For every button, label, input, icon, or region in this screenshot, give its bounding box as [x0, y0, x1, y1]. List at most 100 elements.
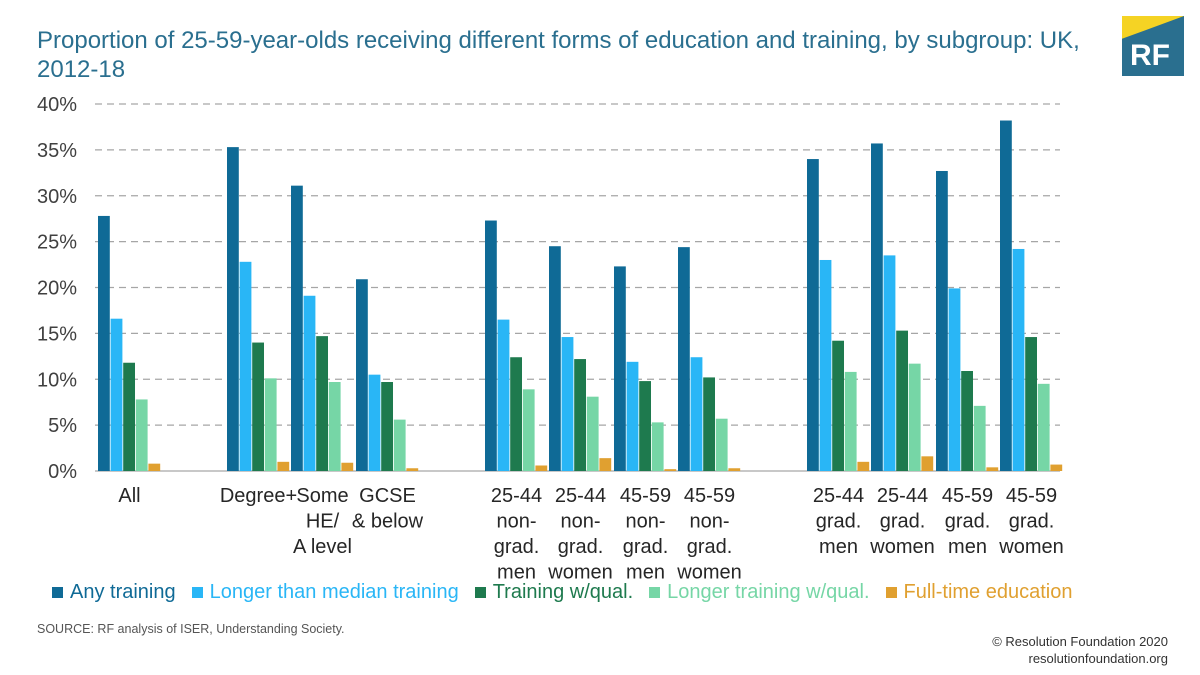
bar [639, 381, 651, 471]
bar [703, 377, 715, 471]
chart-title: Proportion of 25-59-year-olds receiving … [37, 27, 1080, 83]
bar [535, 465, 548, 471]
bar [844, 371, 857, 471]
bar [832, 340, 844, 471]
bar [626, 361, 639, 471]
bar [561, 337, 574, 471]
bar [368, 374, 381, 471]
legend-swatch [52, 587, 63, 598]
copyright-block: © Resolution Foundation 2020 resolutionf… [992, 633, 1168, 667]
x-tick-label: 25-44 grad. men [813, 485, 864, 558]
bar [961, 370, 973, 471]
bar [871, 143, 883, 471]
bar [574, 359, 586, 471]
bar [406, 468, 419, 471]
bar [599, 458, 612, 471]
x-tick-label: All [118, 485, 140, 507]
logo-text: RF [1130, 39, 1170, 72]
x-tick-label: GCSE & below [352, 485, 424, 533]
bar [819, 259, 832, 471]
source-note: SOURCE: RF analysis of ISER, Understandi… [37, 622, 345, 636]
bar [252, 342, 264, 471]
x-tick-label: 45-59 non-grad. men [620, 485, 671, 584]
bar [110, 318, 123, 471]
x-tick-label: 25-44 non-grad. men [491, 485, 542, 584]
x-tick-label: 45-59 grad. women [998, 485, 1063, 558]
y-tick-label: 15% [37, 323, 77, 345]
legend-item: Longer training w/qual. [649, 581, 870, 604]
bar [807, 159, 819, 472]
legend-label: Full-time education [903, 581, 1073, 603]
bar [883, 255, 896, 471]
website-text: resolutionfoundation.org [1028, 651, 1169, 666]
x-tick-label: Some HE/A level [293, 485, 352, 558]
bar [291, 185, 303, 471]
bar [896, 330, 908, 471]
bar [651, 422, 664, 471]
bar [549, 246, 561, 471]
bar [341, 462, 354, 471]
bar [227, 147, 239, 471]
bar [1000, 120, 1012, 471]
legend-item: Full-time education [885, 581, 1073, 604]
x-tick-label: 25-44 non-grad. women [547, 485, 612, 584]
bar [664, 469, 677, 471]
bars [98, 120, 1063, 472]
legend-item: Longer than median training [191, 581, 459, 604]
bar [381, 382, 393, 471]
x-tick-label: 25-44 grad. women [869, 485, 934, 558]
y-tick-label: 5% [48, 415, 77, 437]
bar [936, 170, 948, 472]
bar [1037, 383, 1050, 471]
bar [973, 405, 986, 471]
bar [393, 419, 406, 471]
bar [328, 382, 341, 471]
bar [148, 463, 161, 471]
bar [690, 357, 703, 471]
legend-label: Longer training w/qual. [667, 581, 870, 603]
bar [1025, 337, 1037, 471]
bar [728, 468, 741, 471]
x-tick-label: Degree+ [220, 485, 297, 507]
y-tick-label: 25% [37, 232, 77, 254]
bar [497, 319, 510, 471]
bar [264, 378, 277, 471]
bar [1050, 464, 1063, 471]
bar [614, 266, 626, 471]
bar [303, 295, 316, 471]
legend: Any training Longer than median training T… [52, 581, 1088, 604]
bar [715, 418, 728, 471]
bar [98, 215, 110, 471]
y-tick-label: 40% [37, 94, 77, 116]
legend-swatch [474, 587, 486, 598]
legend-swatch [191, 587, 203, 598]
y-tick-label: 20% [37, 278, 77, 300]
bar [986, 467, 999, 471]
y-tick-label: 0% [48, 461, 77, 483]
bar [123, 362, 135, 471]
bar [135, 399, 148, 471]
bar [485, 220, 497, 471]
y-tick-label: 35% [37, 140, 77, 162]
legend-swatch [649, 587, 661, 598]
legend-item: Any training [52, 581, 176, 604]
bar-chart: 0% 5% 10% 15% 20% 25% 30% 35% 40% All Degree+ Some… [37, 94, 1064, 584]
bar [921, 456, 934, 471]
legend-label: Training w/qual. [492, 581, 634, 603]
legend-label: Longer than median training [209, 581, 459, 603]
copyright-text: © Resolution Foundation 2020 [992, 634, 1168, 649]
bar [316, 336, 328, 471]
resolution-foundation-logo: RF [1122, 16, 1184, 76]
bar [857, 461, 870, 471]
bar [510, 357, 522, 471]
bar [239, 261, 252, 471]
bar [678, 247, 690, 471]
bar [277, 461, 290, 471]
y-tick-label: 30% [37, 186, 77, 208]
legend-label: Any training [70, 581, 176, 603]
legend-item: Training w/qual. [474, 581, 634, 604]
bar [908, 363, 921, 471]
x-tick-label: 45-59 grad. men [942, 485, 993, 558]
bar [586, 396, 599, 471]
